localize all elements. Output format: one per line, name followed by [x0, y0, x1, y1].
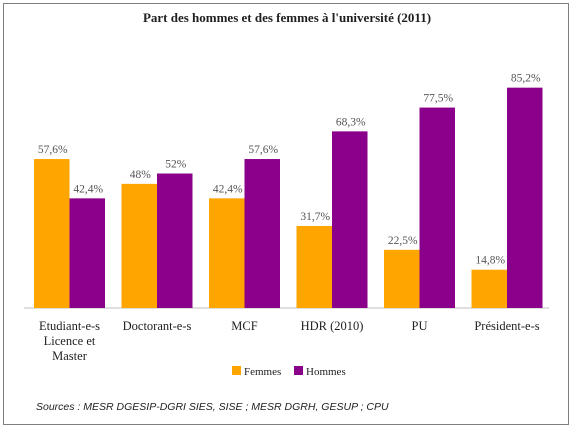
legend-label-hommes: Hommes	[306, 366, 346, 378]
legend-swatch-femmes	[232, 366, 241, 375]
source-note: Sources : MESR DGESIP-DGRI SIES, SISE ; …	[36, 401, 389, 413]
legend-label-femmes: Femmes	[244, 366, 281, 378]
bar-hommes-5	[419, 107, 455, 309]
chart-title: Part des hommes et des femmes à l'univer…	[143, 10, 431, 25]
data-label-hommes-2: 52%	[165, 159, 187, 171]
data-label-hommes-5: 77,5%	[423, 93, 453, 105]
category-label-2: Doctorant-e-s	[123, 319, 192, 333]
category-label-3: MCF	[231, 319, 257, 333]
legend-swatch-hommes	[294, 366, 303, 375]
data-label-hommes-1: 42,4%	[73, 183, 103, 195]
bar-hommes-3	[244, 159, 280, 308]
category-label-5: PU	[412, 319, 428, 333]
bar-femmes-6	[471, 269, 507, 308]
bar-femmes-3	[209, 198, 245, 308]
data-label-femmes-4: 31,7%	[300, 211, 330, 223]
data-label-femmes-5: 22,5%	[388, 235, 418, 247]
bar-femmes-4	[296, 226, 332, 308]
bar-hommes-2	[157, 173, 193, 308]
data-label-hommes-3: 57,6%	[248, 144, 278, 156]
bar-femmes-5	[384, 249, 420, 308]
bar-femmes-2	[121, 183, 157, 308]
bar-hommes-6	[507, 87, 543, 308]
bar-hommes-4	[332, 131, 368, 308]
bars-group: 57,6% 42,4% Etudiant-e-s Licence et Master 48…	[34, 73, 543, 363]
data-label-femmes-2: 48%	[130, 169, 152, 181]
data-label-femmes-3: 42,4%	[213, 183, 243, 195]
data-label-femmes-1: 57,6%	[38, 144, 68, 156]
bar-hommes-1	[69, 198, 105, 308]
category-label-4: HDR (2010)	[301, 319, 364, 333]
bar-femmes-1	[34, 159, 70, 308]
data-label-hommes-4: 68,3%	[336, 116, 366, 128]
data-label-hommes-6: 85,2%	[511, 73, 541, 85]
legend: Femmes Hommes	[232, 366, 346, 378]
category-label-1: Etudiant-e-s Licence et Master	[39, 319, 100, 363]
category-label-6: Président-e-s	[474, 319, 539, 333]
data-label-femmes-6: 14,8%	[475, 255, 505, 267]
